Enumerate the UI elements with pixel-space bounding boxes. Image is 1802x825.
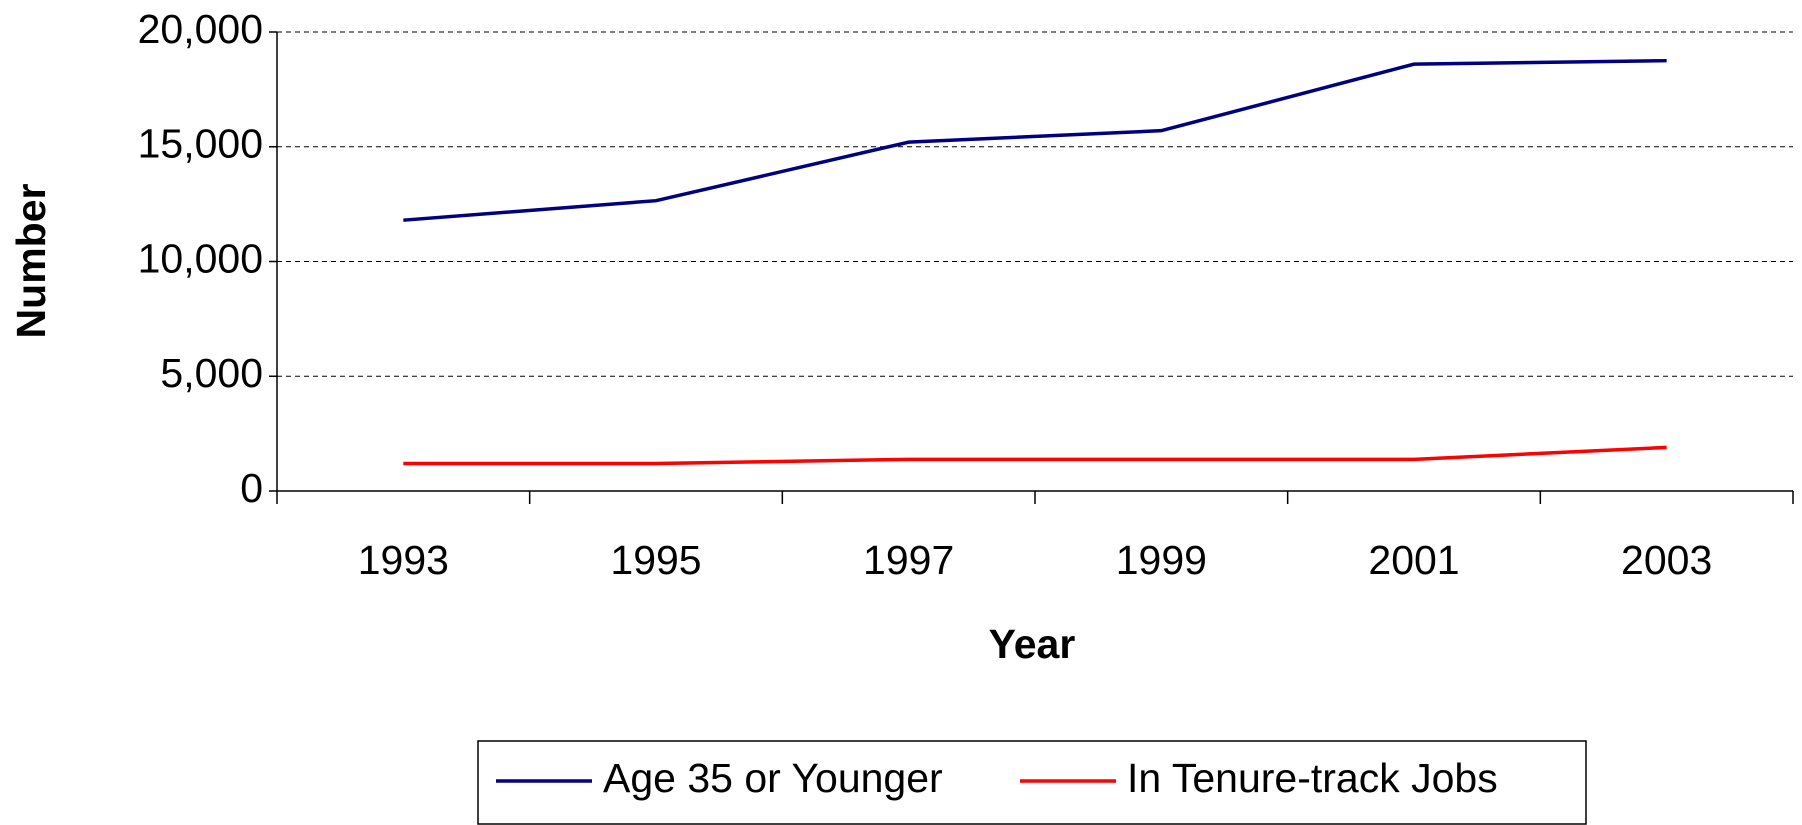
y-axis-title: Number — [8, 184, 54, 339]
y-tick-label: 5,000 — [160, 350, 263, 396]
x-tick-label: 1999 — [1116, 537, 1207, 583]
x-tick-label: 1993 — [358, 537, 449, 583]
legend-label: Age 35 or Younger — [603, 755, 943, 801]
series-line — [403, 58, 1667, 222]
x-tick-label: 1995 — [610, 537, 701, 583]
series-line — [403, 445, 1667, 466]
y-tick-label: 20,000 — [138, 6, 263, 52]
x-tick-label: 2003 — [1621, 537, 1712, 583]
y-tick-label: 15,000 — [138, 121, 263, 167]
x-axis-title: Year — [989, 621, 1076, 667]
legend-label: In Tenure-track Jobs — [1127, 755, 1498, 801]
x-tick-label: 2001 — [1368, 537, 1459, 583]
y-tick-label: 10,000 — [138, 235, 263, 281]
x-tick-label: 1997 — [863, 537, 954, 583]
y-tick-label: 0 — [240, 465, 263, 511]
